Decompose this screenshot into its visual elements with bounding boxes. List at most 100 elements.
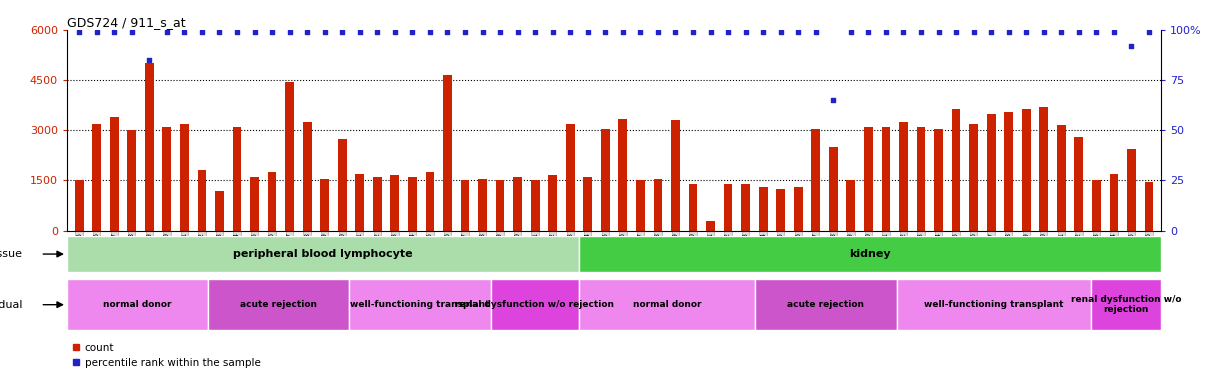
Point	[700, 29, 720, 35]
Bar	[197, 170, 207, 231]
Bar	[896, 279, 1091, 330]
Text: well-functioning transplant: well-functioning transplant	[350, 300, 490, 309]
Point	[613, 29, 632, 35]
Point	[105, 29, 124, 35]
Bar	[724, 184, 732, 231]
Point	[263, 29, 282, 35]
Point	[1000, 29, 1019, 35]
Point	[1121, 43, 1141, 49]
Bar	[303, 122, 311, 231]
Point	[736, 29, 755, 35]
Bar	[565, 124, 575, 231]
Text: GDS724 / 911_s_at: GDS724 / 911_s_at	[67, 16, 186, 29]
Bar	[794, 187, 803, 231]
Bar	[742, 184, 750, 231]
Point	[1017, 29, 1036, 35]
Point	[402, 29, 422, 35]
Bar	[579, 236, 1161, 272]
Bar	[1040, 107, 1048, 231]
Point	[719, 29, 738, 35]
Bar	[1092, 180, 1100, 231]
Bar	[986, 114, 996, 231]
Bar	[1057, 125, 1065, 231]
Point	[350, 29, 370, 35]
Bar	[969, 124, 978, 231]
Point	[806, 29, 826, 35]
Legend: count, percentile rank within the sample: count, percentile rank within the sample	[72, 343, 260, 368]
Text: normal donor: normal donor	[632, 300, 702, 309]
Point	[841, 29, 861, 35]
Bar	[759, 187, 767, 231]
Bar	[934, 129, 942, 231]
Bar	[338, 139, 347, 231]
Bar	[373, 177, 382, 231]
Point	[544, 29, 563, 35]
Bar	[688, 184, 698, 231]
Point	[280, 29, 299, 35]
Bar	[601, 129, 609, 231]
Point	[1034, 29, 1053, 35]
Point	[438, 29, 457, 35]
Bar	[109, 117, 119, 231]
Text: acute rejection: acute rejection	[788, 300, 865, 309]
Text: peripheral blood lymphocyte: peripheral blood lymphocyte	[233, 249, 412, 259]
Point	[157, 29, 176, 35]
Bar	[490, 279, 579, 330]
Bar	[653, 179, 663, 231]
Bar	[1109, 174, 1119, 231]
Point	[771, 29, 790, 35]
Point	[69, 29, 89, 35]
Text: acute rejection: acute rejection	[241, 300, 317, 309]
Bar	[67, 279, 208, 330]
Point	[561, 29, 580, 35]
Bar	[478, 179, 486, 231]
Bar	[349, 279, 490, 330]
Bar	[548, 176, 557, 231]
Bar	[128, 130, 136, 231]
Bar	[443, 75, 452, 231]
Point	[473, 29, 492, 35]
Point	[315, 29, 334, 35]
Bar	[268, 172, 276, 231]
Bar	[584, 177, 592, 231]
Point	[298, 29, 317, 35]
Bar	[1127, 149, 1136, 231]
Point	[964, 29, 984, 35]
Text: kidney: kidney	[849, 249, 891, 259]
Point	[858, 29, 878, 35]
Point	[1052, 29, 1071, 35]
Point	[683, 29, 703, 35]
Bar	[636, 180, 644, 231]
Point	[1069, 29, 1088, 35]
Bar	[513, 177, 522, 231]
Point	[631, 29, 651, 35]
Bar	[1004, 112, 1013, 231]
Bar	[145, 63, 153, 231]
Bar	[215, 190, 224, 231]
Bar	[461, 180, 469, 231]
Point	[1087, 29, 1107, 35]
Point	[421, 29, 440, 35]
Bar	[865, 127, 873, 231]
Text: renal dysfunction w/o rejection: renal dysfunction w/o rejection	[455, 300, 614, 309]
Point	[227, 29, 247, 35]
Bar	[286, 82, 294, 231]
Point	[367, 29, 387, 35]
Point	[596, 29, 615, 35]
Bar	[619, 118, 627, 231]
Point	[665, 29, 685, 35]
Point	[244, 29, 264, 35]
Bar	[917, 127, 925, 231]
Bar	[1091, 279, 1161, 330]
Bar	[232, 127, 242, 231]
Point	[911, 29, 930, 35]
Point	[122, 29, 141, 35]
Point	[578, 29, 597, 35]
Bar	[320, 179, 330, 231]
Point	[525, 29, 545, 35]
Bar	[579, 279, 755, 330]
Bar	[671, 120, 680, 231]
Bar	[67, 236, 579, 272]
Point	[508, 29, 528, 35]
Text: tissue: tissue	[0, 249, 23, 259]
